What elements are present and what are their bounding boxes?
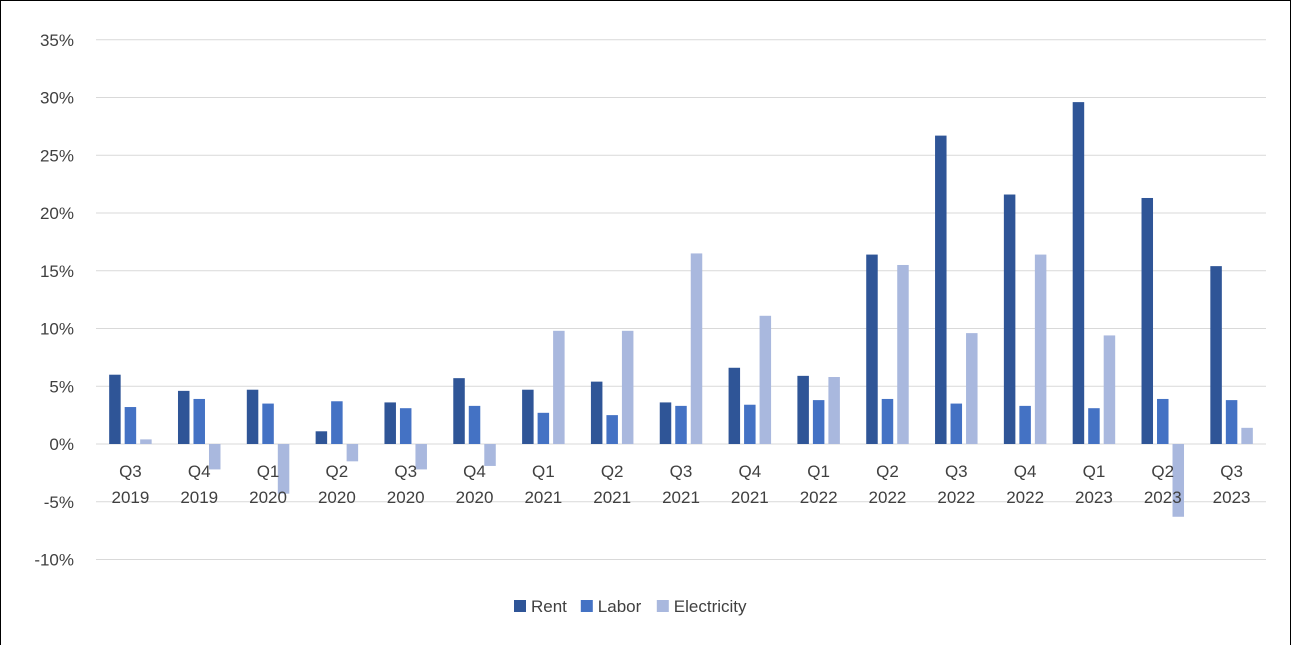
bar-electricity — [415, 444, 427, 470]
gridlines — [96, 39, 1266, 560]
y-tick-label: 10% — [40, 320, 74, 339]
x-tick-label: Q4 2020 — [456, 462, 494, 507]
bar-rent — [659, 402, 672, 444]
bar-electricity — [828, 377, 840, 444]
bar-electricity — [346, 444, 359, 462]
legend-swatch — [580, 600, 593, 612]
bar-labor — [193, 398, 205, 444]
bar-labor — [950, 403, 963, 444]
bars — [109, 102, 1253, 517]
x-tick-label: Q1 2020 — [249, 462, 287, 507]
legend-label: Rent — [531, 597, 567, 616]
legend: Rent Labor Electricity — [514, 597, 747, 616]
legend-label: Electricity — [674, 597, 747, 616]
y-axis-labels: 35% 30% 25% 20% 15% 10% 5% 0% -5% -10% — [34, 31, 74, 570]
x-tick-label: Q4 2019 — [180, 462, 218, 507]
x-tick-label: Q2 2021 — [593, 462, 631, 507]
y-tick-label: 20% — [40, 204, 74, 223]
bar-labor — [1157, 398, 1169, 444]
bar-electricity — [966, 333, 978, 444]
x-tick-label: Q3 2019 — [111, 462, 149, 507]
bar-electricity — [208, 444, 221, 470]
x-tick-label: Q2 2022 — [869, 462, 907, 507]
bar-electricity — [1103, 335, 1116, 444]
bar-labor — [744, 404, 756, 444]
bar-electricity — [277, 444, 290, 494]
legend-item-electricity: Electricity — [656, 597, 747, 616]
bar-rent — [1141, 197, 1154, 444]
bar-rent — [866, 254, 878, 444]
y-tick-label: 0% — [49, 435, 74, 454]
x-tick-label: Q4 2021 — [731, 462, 769, 507]
bar-electricity — [1172, 444, 1185, 517]
x-tick-label: Q2 2020 — [318, 462, 356, 507]
bar-labor — [881, 398, 894, 444]
bar-labor — [1225, 400, 1238, 444]
x-tick-label: Q3 2023 — [1213, 462, 1251, 507]
bar-labor — [399, 408, 412, 444]
x-tick-label: Q1 2023 — [1075, 462, 1113, 507]
bar-labor — [537, 412, 550, 444]
bar-electricity — [690, 253, 703, 444]
bar-rent — [384, 402, 396, 444]
legend-item-rent: Rent — [514, 597, 567, 616]
bar-labor — [1088, 408, 1100, 444]
legend-item-labor: Labor — [580, 597, 642, 616]
legend-label: Labor — [598, 597, 642, 616]
bar-rent — [935, 135, 947, 445]
bar-electricity — [1241, 427, 1253, 444]
x-axis-labels: Q3 2019 Q4 2019 Q1 2020 Q2 2020 Q3 2020 Q4 2020 Q1 20… — [111, 462, 1250, 507]
bar-rent — [315, 431, 328, 444]
bar-labor — [675, 405, 687, 444]
bar-electricity — [897, 264, 909, 444]
x-tick-label: Q1 2022 — [800, 462, 838, 507]
bar-labor — [1019, 405, 1031, 444]
bar-rent — [1072, 102, 1085, 445]
x-tick-label: Q2 2023 — [1144, 462, 1182, 507]
bar-rent — [590, 381, 603, 444]
y-tick-label: 30% — [40, 89, 74, 108]
x-tick-label: Q4 2022 — [1006, 462, 1044, 507]
bar-labor — [331, 401, 343, 444]
y-tick-label: 15% — [40, 262, 74, 281]
bar-labor — [262, 403, 274, 444]
bar-labor — [468, 405, 481, 444]
bar-rent — [453, 378, 465, 444]
bar-rent — [1210, 266, 1222, 444]
bar-rent — [1003, 194, 1016, 444]
bar-rent — [246, 389, 259, 444]
y-tick-label: -5% — [44, 493, 74, 512]
bar-labor — [124, 407, 137, 444]
legend-swatch — [514, 600, 526, 612]
x-tick-label: Q3 2022 — [937, 462, 975, 507]
bar-rent — [728, 367, 741, 444]
bar-electricity — [484, 444, 496, 466]
bar-rent — [797, 375, 809, 444]
bar-electricity — [1034, 254, 1047, 444]
bar-electricity — [621, 330, 634, 444]
x-tick-label: Q3 2021 — [662, 462, 700, 507]
x-tick-label: Q1 2021 — [524, 462, 562, 507]
bar-rent — [522, 389, 534, 444]
y-tick-label: 35% — [40, 31, 74, 50]
bar-rent — [177, 390, 190, 444]
bar-electricity — [759, 315, 772, 444]
bar-labor — [606, 415, 618, 444]
y-tick-label: -10% — [34, 551, 74, 570]
y-tick-label: 25% — [40, 146, 74, 165]
legend-swatch — [656, 600, 669, 612]
y-tick-label: 5% — [49, 377, 74, 396]
bar-electricity — [553, 330, 565, 444]
bar-rent — [109, 374, 121, 444]
x-tick-label: Q3 2020 — [387, 462, 425, 507]
bar-electricity — [140, 439, 152, 444]
bar-labor — [812, 400, 825, 444]
